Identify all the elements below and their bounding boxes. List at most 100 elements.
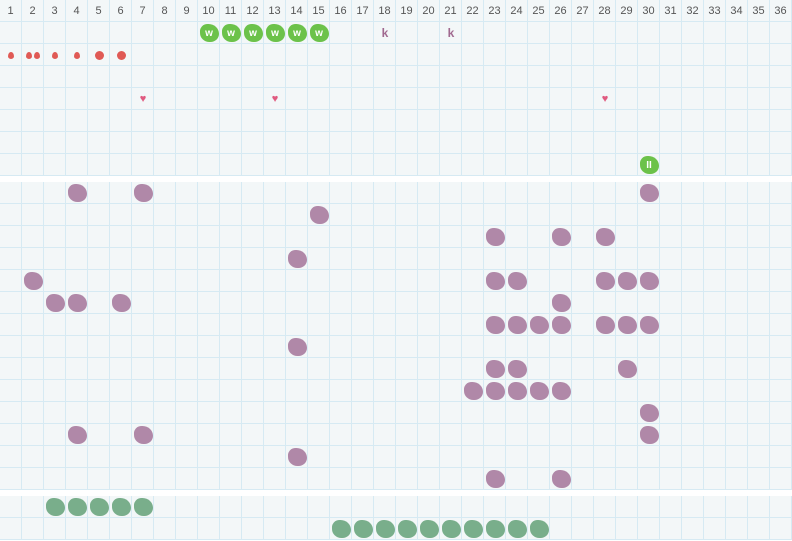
grid-cell[interactable] <box>132 496 154 518</box>
grid-cell[interactable] <box>528 380 550 402</box>
teal-blob-tile <box>485 520 505 538</box>
grid-cell[interactable] <box>286 336 308 358</box>
grid-cell[interactable] <box>550 468 572 490</box>
grid-cell[interactable]: k <box>374 22 396 44</box>
purple-blob-tile <box>67 294 87 312</box>
grid-cell[interactable] <box>594 270 616 292</box>
teal-blob-tile <box>133 498 153 516</box>
grid-cell[interactable] <box>638 182 660 204</box>
grid-cell[interactable] <box>484 358 506 380</box>
grid-cell[interactable] <box>308 204 330 226</box>
column-number: 2 <box>22 0 44 22</box>
purple-blob-tile <box>463 382 483 400</box>
grid-cell[interactable] <box>594 226 616 248</box>
grid-cell[interactable] <box>528 518 550 540</box>
grid-cell[interactable] <box>616 358 638 380</box>
grid-cell[interactable] <box>506 314 528 336</box>
grid-cell[interactable] <box>484 226 506 248</box>
grid-cell[interactable] <box>484 270 506 292</box>
grid-cell[interactable] <box>88 44 110 66</box>
grid-cell[interactable]: II <box>638 154 660 176</box>
grid-cell[interactable] <box>110 292 132 314</box>
grid-cell[interactable] <box>484 380 506 402</box>
purple-blob-tile <box>485 382 505 400</box>
grid-cell[interactable] <box>462 518 484 540</box>
grid-cell[interactable]: w <box>286 22 308 44</box>
purple-blob-tile <box>507 316 527 334</box>
column-number: 22 <box>462 0 484 22</box>
grid-cell[interactable]: w <box>242 22 264 44</box>
grid-cell[interactable] <box>638 314 660 336</box>
grid-cell[interactable] <box>484 518 506 540</box>
grid-cell[interactable] <box>484 314 506 336</box>
grid-cell[interactable] <box>110 44 132 66</box>
grid-cell[interactable] <box>132 424 154 446</box>
grid-cell[interactable] <box>484 468 506 490</box>
grid-cell[interactable] <box>286 446 308 468</box>
grid-cell[interactable] <box>66 44 88 66</box>
column-number: 11 <box>220 0 242 22</box>
column-number: 23 <box>484 0 506 22</box>
column-number: 5 <box>88 0 110 22</box>
heart-icon: ♥ <box>271 93 279 105</box>
grid-cell[interactable] <box>88 496 110 518</box>
grid-cell[interactable] <box>506 380 528 402</box>
grid-cell[interactable]: ♥ <box>594 88 616 110</box>
grid-cell[interactable] <box>418 518 440 540</box>
grid-cell[interactable]: w <box>198 22 220 44</box>
grid-cell[interactable] <box>330 518 352 540</box>
grid-cell[interactable]: ♥ <box>132 88 154 110</box>
grid-cell[interactable]: ♥ <box>264 88 286 110</box>
grid-cell[interactable] <box>616 270 638 292</box>
grid-cell[interactable]: w <box>308 22 330 44</box>
grid-cell[interactable] <box>132 182 154 204</box>
grid-cell[interactable] <box>66 292 88 314</box>
grid-cell[interactable] <box>66 182 88 204</box>
grid-cell[interactable] <box>506 358 528 380</box>
column-number: 36 <box>770 0 792 22</box>
grid-cell[interactable] <box>110 496 132 518</box>
grid-cell[interactable] <box>374 518 396 540</box>
grid-cell[interactable] <box>44 292 66 314</box>
grid-cell[interactable] <box>594 314 616 336</box>
grid-cell[interactable]: w <box>264 22 286 44</box>
grid-cell[interactable] <box>440 518 462 540</box>
grid-cell[interactable] <box>396 518 418 540</box>
grid-cell[interactable] <box>550 380 572 402</box>
grid-cell[interactable] <box>22 44 44 66</box>
grid-cell[interactable] <box>286 248 308 270</box>
grid-cell[interactable] <box>462 380 484 402</box>
purple-blob-tile <box>287 250 307 268</box>
grid-cell[interactable] <box>22 270 44 292</box>
teal-blob-tile <box>507 520 527 538</box>
grid-cell[interactable] <box>638 402 660 424</box>
grid-cell[interactable] <box>0 44 22 66</box>
purple-blob-tile <box>551 228 571 246</box>
grid-cell[interactable] <box>506 270 528 292</box>
grid-cell[interactable] <box>616 314 638 336</box>
column-number: 18 <box>374 0 396 22</box>
grid-cell[interactable]: w <box>220 22 242 44</box>
purple-blob-tile <box>133 184 153 202</box>
grid-cell[interactable] <box>550 226 572 248</box>
column-number: 34 <box>726 0 748 22</box>
grid-cell[interactable] <box>44 496 66 518</box>
heart-icon: ♥ <box>601 93 609 105</box>
column-number: 17 <box>352 0 374 22</box>
grid-cell[interactable] <box>352 518 374 540</box>
grid-cell[interactable]: k <box>440 22 462 44</box>
grid-cell[interactable] <box>506 518 528 540</box>
grid-cell[interactable] <box>44 44 66 66</box>
purple-blob-tile <box>111 294 131 312</box>
grid-cell[interactable] <box>550 314 572 336</box>
purple-blob-tile <box>551 294 571 312</box>
purple-blob-tile <box>287 338 307 356</box>
column-number: 14 <box>286 0 308 22</box>
grid-cell[interactable] <box>638 270 660 292</box>
grid-cell[interactable] <box>66 424 88 446</box>
teal-blob-tile <box>419 520 439 538</box>
grid-cell[interactable] <box>528 314 550 336</box>
grid-cell[interactable] <box>66 496 88 518</box>
grid-cell[interactable] <box>550 292 572 314</box>
grid-cell[interactable] <box>638 424 660 446</box>
